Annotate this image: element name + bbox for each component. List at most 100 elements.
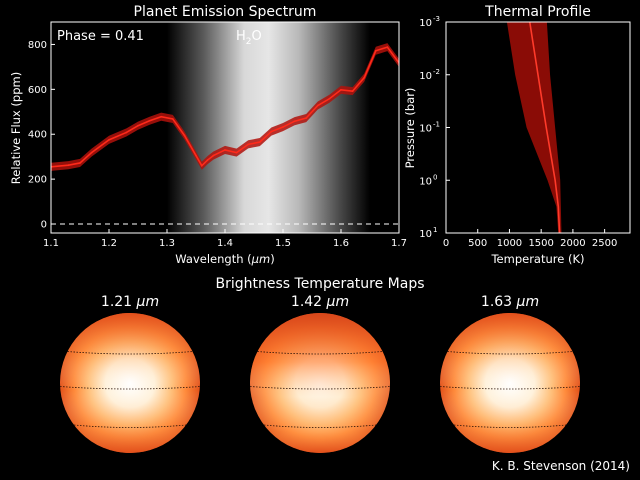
thermal-y-axis-label: Pressure (bar) bbox=[403, 88, 417, 169]
h2o-band-shading bbox=[167, 22, 370, 233]
map-wavelength-label: 1.63 μm bbox=[481, 294, 539, 310]
latitude-line bbox=[440, 386, 580, 390]
map-wavelength-value: 1.63 bbox=[481, 294, 517, 310]
thermal-y-tick-exponent: -1 bbox=[433, 121, 440, 129]
spectrum-y-axis-label: Relative Flux (ppm) bbox=[9, 72, 23, 184]
latitude-line bbox=[257, 351, 383, 355]
planet-banding bbox=[440, 313, 580, 453]
spectrum-point bbox=[212, 154, 215, 157]
map-wavelength-value: 1.42 bbox=[291, 294, 327, 310]
map-wavelength-value: 1.21 bbox=[101, 294, 137, 310]
thermal-series bbox=[506, 22, 562, 233]
credit-label: K. B. Stevenson (2014) bbox=[492, 459, 630, 473]
h2o-label-sub: 2 bbox=[246, 37, 252, 47]
spectrum-x-tick-label: 1.2 bbox=[101, 238, 117, 249]
spectrum-point bbox=[67, 164, 70, 167]
spectrum-point bbox=[137, 124, 139, 127]
thermal-y-tick-exponent: -3 bbox=[433, 15, 440, 23]
planet-map: 1.63 μm bbox=[440, 294, 580, 453]
planet-banding bbox=[60, 313, 200, 453]
spectrum-point bbox=[224, 149, 226, 151]
thermal-x-axis-label: Temperature (K) bbox=[490, 252, 584, 266]
thermal-profile-chart: Thermal Profile 0 500 1000 1500 2000 2500 10-… bbox=[403, 4, 631, 266]
spectrum-point bbox=[282, 126, 284, 128]
spectrum-point bbox=[328, 97, 331, 100]
thermal-y-tick-label: 10 bbox=[419, 176, 432, 187]
spectrum-point bbox=[148, 119, 151, 122]
spectrum-point bbox=[235, 151, 238, 154]
brightness-maps: Brightness Temperature Maps 1.21 μm 1.42 … bbox=[60, 276, 580, 453]
spectrum-point bbox=[270, 130, 273, 133]
thermal-y-tick-exponent: 1 bbox=[433, 226, 437, 234]
thermal-y-tick-label: 10 bbox=[419, 124, 432, 135]
spectrum-point bbox=[293, 120, 296, 123]
map-wavelength-label: 1.42 μm bbox=[291, 294, 349, 310]
spectrum-point bbox=[247, 143, 250, 146]
spectrum-point bbox=[351, 90, 354, 93]
map-wavelength-label: 1.21 μm bbox=[101, 294, 159, 310]
latitude-line bbox=[60, 386, 200, 390]
spectrum-x-label-unit: μm bbox=[251, 252, 271, 266]
h2o-label-h: H bbox=[236, 29, 246, 44]
spectrum-x-ticks: 1.1 1.2 1.3 1.4 1.5 1.6 1.7 bbox=[43, 229, 407, 249]
thermal-y-tick-label: 10 bbox=[419, 18, 432, 29]
spectrum-x-tick-label: 1.5 bbox=[275, 238, 291, 249]
spectrum-series bbox=[51, 43, 399, 171]
spectrum-point bbox=[363, 76, 366, 79]
spectrum-y-tick-label: 600 bbox=[28, 85, 47, 96]
spectrum-point bbox=[305, 117, 308, 119]
latitude-line bbox=[73, 424, 187, 428]
spectrum-y-tick-label: 400 bbox=[28, 130, 47, 141]
map-wavelength-unit: μm bbox=[326, 294, 350, 310]
spectrum-point bbox=[79, 162, 81, 164]
spectrum-point bbox=[316, 104, 319, 107]
spectrum-point bbox=[125, 131, 128, 134]
spectrum-point bbox=[258, 141, 261, 143]
spectrum-y-ticks: 0 200 400 600 800 bbox=[28, 40, 55, 231]
spectrum-point bbox=[200, 164, 203, 167]
planet-banding bbox=[250, 313, 390, 453]
thermal-x-tick-label: 1500 bbox=[528, 238, 553, 249]
latitude-line bbox=[67, 351, 193, 355]
spectrum-y-tick-label: 200 bbox=[28, 175, 47, 186]
thermal-x-tick-label: 0 bbox=[443, 238, 449, 249]
spectrum-point bbox=[195, 154, 197, 157]
latitude-line bbox=[250, 386, 390, 390]
planet-map: 1.21 μm bbox=[60, 294, 200, 453]
latitude-line bbox=[263, 424, 377, 428]
spectrum-point bbox=[206, 159, 209, 161]
spectrum-point bbox=[183, 134, 186, 137]
spectrum-title: Planet Emission Spectrum bbox=[134, 4, 317, 20]
planet-maps: 1.21 μm 1.42 μm 1.63 μm bbox=[60, 294, 580, 453]
planet-map: 1.42 μm bbox=[250, 294, 390, 453]
thermal-x-tick-label: 2000 bbox=[560, 238, 585, 249]
spectrum-point bbox=[160, 115, 163, 118]
spectrum-point bbox=[108, 138, 110, 141]
thermal-x-tick-label: 1000 bbox=[497, 238, 522, 249]
spectrum-x-tick-label: 1.4 bbox=[217, 238, 233, 249]
latitude-line bbox=[447, 351, 573, 355]
spectrum-x-tick-label: 1.7 bbox=[391, 238, 407, 249]
phase-label: Phase = 0.41 bbox=[57, 29, 144, 44]
thermal-y-tick-exponent: 0 bbox=[433, 173, 437, 181]
thermal-y-tick-exponent: -2 bbox=[433, 68, 440, 76]
thermal-title: Thermal Profile bbox=[484, 4, 591, 20]
spectrum-x-axis-label: Wavelength (μm) bbox=[175, 252, 274, 266]
spectrum-point bbox=[340, 88, 342, 91]
spectrum-x-label-text: Wavelength bbox=[175, 252, 243, 266]
spectrum-chart: Planet Emission Spectrum 1.1 1.2 1.3 1.4 1.5… bbox=[9, 4, 407, 266]
thermal-median-line bbox=[528, 22, 561, 233]
spectrum-point bbox=[90, 151, 93, 154]
maps-title: Brightness Temperature Maps bbox=[216, 276, 425, 292]
map-wavelength-unit: μm bbox=[516, 294, 540, 310]
spectrum-point bbox=[374, 49, 377, 52]
spectrum-x-tick-label: 1.6 bbox=[333, 238, 349, 249]
h2o-label: H2O bbox=[236, 29, 262, 47]
h2o-label-o: O bbox=[252, 29, 262, 44]
map-wavelength-unit: μm bbox=[136, 294, 160, 310]
spectrum-x-tick-label: 1.3 bbox=[159, 238, 175, 249]
thermal-y-tick-label: 10 bbox=[419, 71, 432, 82]
thermal-x-tick-label: 2500 bbox=[592, 238, 617, 249]
